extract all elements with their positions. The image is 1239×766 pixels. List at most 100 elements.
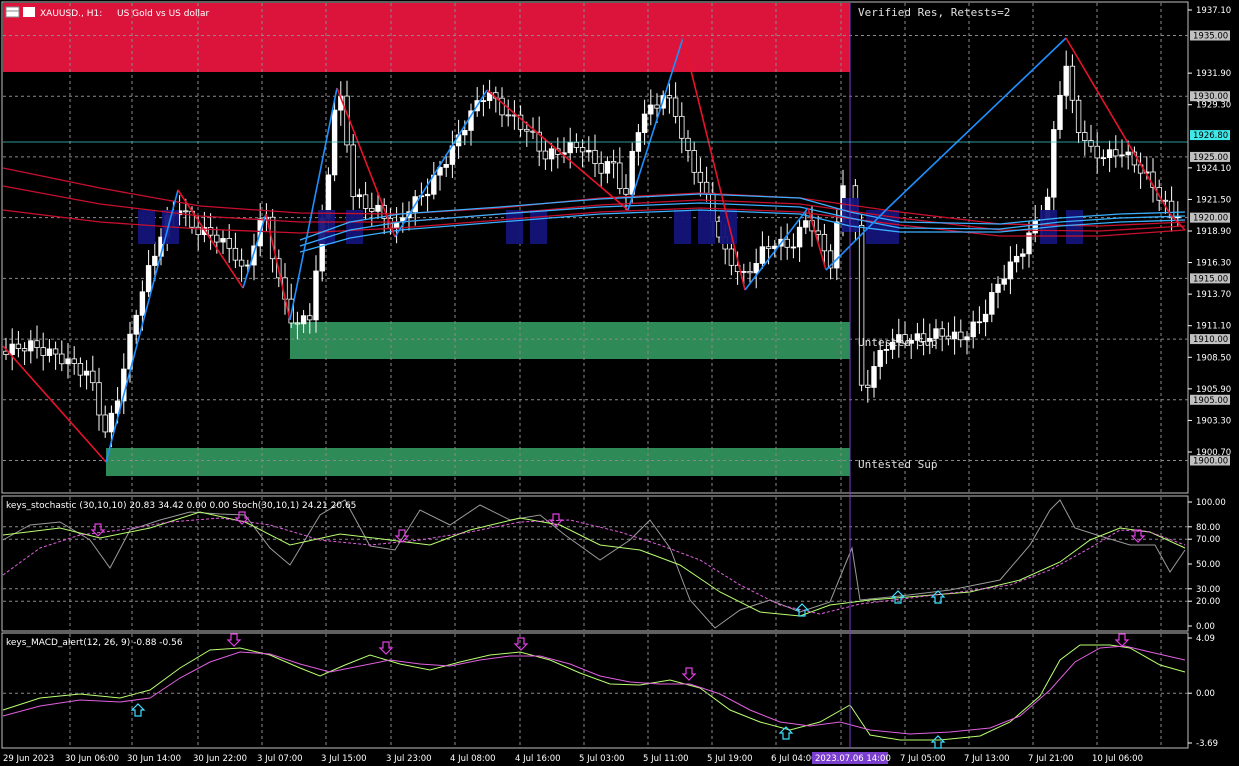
candle-body <box>1106 149 1113 159</box>
stoch-tick-label: 80.00 <box>1196 523 1220 533</box>
stoch-tick-label: 100.00 <box>1196 498 1226 508</box>
candle-body <box>728 248 735 266</box>
candle-body <box>548 148 555 160</box>
arrow-down-icon <box>548 513 564 527</box>
arrow-up-icon <box>930 590 946 604</box>
zigzag-segment <box>807 207 827 271</box>
candle-body <box>759 246 766 264</box>
time-axis-label: 5 Jul 11:00 <box>643 754 689 764</box>
candle-body <box>269 216 276 260</box>
price-tick-label: 1905.90 <box>1196 385 1231 395</box>
candle-body <box>964 336 970 341</box>
stoch-tick-label: 0.00 <box>1196 622 1215 632</box>
zigzag-segment <box>825 205 891 271</box>
stoch-tick-label: 50.00 <box>1196 560 1220 570</box>
arrow-up-icon <box>794 603 810 617</box>
zigzag-segment <box>177 189 244 289</box>
arrow-up-icon <box>930 735 946 749</box>
candle-body <box>524 128 530 132</box>
candle-body <box>102 414 108 433</box>
candle-body <box>1094 145 1100 159</box>
candle-body <box>375 204 381 212</box>
candle-body <box>976 321 983 324</box>
macd-axis: 4.09 0.00 -3.69 <box>3 634 1218 749</box>
supply-demand-block <box>698 210 715 244</box>
zigzag-segment <box>627 37 684 211</box>
candle-body <box>858 224 865 386</box>
zigzag-segment <box>2 345 107 463</box>
candle-body <box>46 348 53 356</box>
arrow-down-icon <box>394 529 410 543</box>
price-tick-label: 1918.90 <box>1196 227 1231 237</box>
zigzag-segment <box>486 89 629 211</box>
candle-body <box>834 221 840 269</box>
arrow-up-icon <box>890 590 906 604</box>
supply-demand-block <box>506 210 523 244</box>
zigzag-segment <box>1169 213 1186 231</box>
window-icon <box>5 6 20 18</box>
symbol-title: XAUUSD., H1: <box>40 9 102 19</box>
candle-body <box>300 315 307 325</box>
zigzag-segment <box>265 213 291 321</box>
time-axis-label: 4 Jul 16:00 <box>515 754 561 764</box>
candle-body <box>369 208 375 212</box>
candle-body <box>133 314 139 335</box>
chart-header: XAUUSD., H1: US Gold vs US dollar <box>5 6 209 19</box>
price-tag <box>1190 334 1230 345</box>
arrow-up-icon <box>130 703 146 717</box>
candle-body <box>753 263 759 274</box>
candle-body <box>356 194 363 197</box>
stochastic-fast-line <box>2 499 1186 629</box>
macd-tick-label: 0.00 <box>1196 689 1215 699</box>
time-axis-label: 5 Jul 03:00 <box>579 754 625 764</box>
candle-body <box>1063 65 1069 96</box>
macd-tick-label: 4.09 <box>1196 634 1215 644</box>
stochastic-d-line <box>2 517 1186 615</box>
candle-body <box>697 171 704 183</box>
candle-body <box>1113 149 1119 157</box>
candle-body <box>567 141 573 154</box>
candle-body <box>90 370 96 384</box>
candle-body <box>747 271 753 274</box>
candle-body <box>604 161 611 174</box>
candle-body <box>685 137 691 151</box>
moving-average-red-2 <box>2 185 1186 232</box>
resistance-zone <box>3 3 850 72</box>
candle-body <box>883 349 890 351</box>
candle-body <box>1156 187 1162 201</box>
macd-panel[interactable] <box>1 632 1189 749</box>
support-zone <box>106 448 850 476</box>
candle-body <box>437 167 443 176</box>
candle-body <box>629 150 635 195</box>
candle-body <box>1082 132 1088 141</box>
candle-body <box>1026 232 1032 255</box>
time-axis: 29 Jun 2023 30 Jun 06:00 30 Jun 14:00 30 Ju… <box>3 754 1143 764</box>
stochastic-panel[interactable] <box>1 495 1189 632</box>
candle-body <box>34 340 40 349</box>
candle-body <box>294 322 301 325</box>
candle-body <box>573 141 580 148</box>
candle-body <box>362 194 369 209</box>
price-axis: 1937.10 1931.90 1929.30 1924.10 1921.50 1918.… <box>1188 6 1231 467</box>
symbol-description: US Gold vs US dollar <box>117 9 209 19</box>
stochastic-k-line <box>2 511 1186 617</box>
price-tick-label: 1913.70 <box>1196 290 1231 300</box>
time-axis-label: 5 Jul 19:00 <box>707 754 753 764</box>
candle-body <box>902 334 908 344</box>
candle-body <box>28 340 34 352</box>
support-zone-label: Untested Sup <box>858 458 937 471</box>
candle-body <box>1001 278 1007 285</box>
zigzag-segment <box>289 87 338 321</box>
candle-body <box>251 245 257 266</box>
candle-body <box>1032 220 1038 234</box>
candle-body <box>1162 199 1169 202</box>
main-price-panel[interactable] <box>1 1 1189 494</box>
candle-body <box>617 162 623 189</box>
candle-body <box>1051 129 1057 198</box>
candle-body <box>71 358 77 364</box>
candle-body <box>238 259 245 267</box>
overlays <box>2 37 1186 749</box>
candle-body <box>1168 200 1175 219</box>
price-tick-label: 1924.10 <box>1196 164 1231 174</box>
